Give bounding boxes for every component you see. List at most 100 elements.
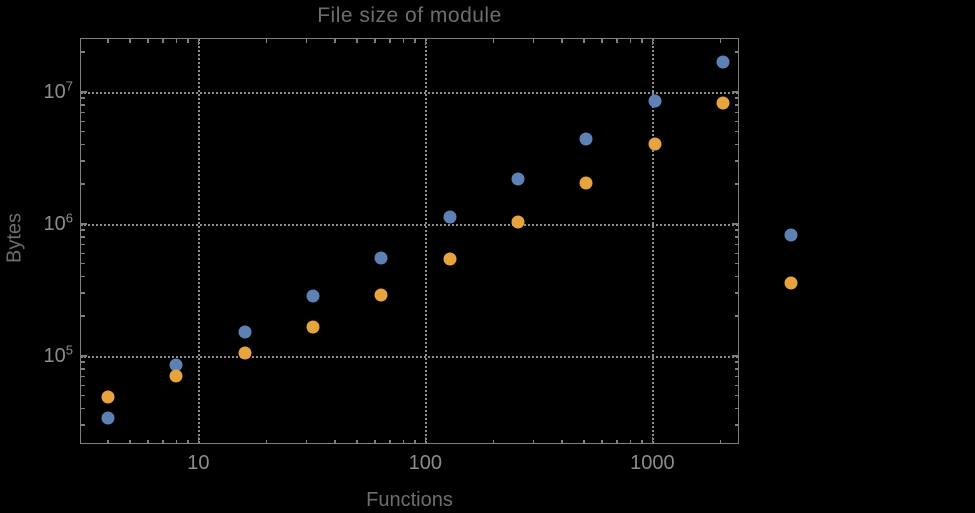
x-tick-mark [719,39,722,43]
y-tick-mark [734,104,738,106]
x-tick-mark [107,439,109,443]
y-tick-mark [81,375,85,378]
y-tick-mark [81,275,85,278]
y-tick-label: 106 [43,211,73,235]
y-tick-mark [81,368,85,370]
y-tick-mark [734,111,738,114]
x-gridline [425,39,428,443]
y-tick-mark [81,361,85,363]
x-tick-mark [629,39,632,43]
chart-title: File size of module [317,4,502,27]
y-tick-label: 105 [44,343,73,366]
x-gridline [652,39,655,443]
y-tick-mark [732,355,738,357]
y-tick-mark [734,375,738,378]
data-point-blue [648,94,662,108]
data-point-blue [579,132,593,146]
y-tick-mark [81,183,85,185]
y-tick-mark [81,51,85,53]
x-tick-mark [651,437,654,443]
data-point-orange [648,137,662,151]
x-tick-mark [147,439,149,443]
data-point-blue [306,289,320,303]
y-tick-mark [81,424,85,426]
data-point-blue [101,411,115,425]
x-tick-mark [641,39,643,43]
y-tick-mark [81,229,85,231]
x-tick-mark [129,439,131,443]
y-tick-mark [81,384,85,386]
x-tick-mark [175,439,178,443]
y-tick-mark [732,91,738,93]
x-tick-mark [265,39,268,43]
x-tick-mark [356,439,358,443]
x-tick-mark [356,39,358,43]
data-point-blue [511,172,525,186]
y-tick-mark [734,262,738,265]
data-point-orange [443,252,457,266]
x-tick-label: 100 [408,452,443,474]
y-tick-mark [734,143,738,146]
x-tick-mark [424,437,427,443]
y-tick-mark [734,243,738,246]
x-tick-mark [197,437,200,443]
x-tick-mark [374,39,376,43]
x-tick-mark [162,439,164,443]
plot-area: 10 100 1000 105 106 107 [44,38,798,473]
x-tick-mark [175,39,178,43]
y-tick-exponent: 7 [65,78,73,94]
data-point-blue [784,228,798,242]
y-tick-mark [81,355,87,357]
x-tick-mark [601,39,603,43]
x-tick-mark [616,39,618,43]
x-tick-mark [601,439,603,443]
y-tick-mark [734,130,738,133]
y-tick-mark [734,97,738,99]
x-tick-mark [107,39,109,43]
y-tick-mark [734,51,738,53]
y-tick-exponent: 5 [65,342,73,358]
y-tick-base: 10 [43,212,66,235]
x-tick-mark [424,39,427,45]
x-tick-label: 1000 [630,452,675,474]
data-point-orange [238,346,252,360]
x-tick-mark [492,439,495,443]
x-tick-mark [305,39,308,43]
y-tick-base: 10 [43,80,66,103]
x-tick-mark [187,39,189,43]
x-tick-mark [719,439,722,443]
y-tick-mark [81,130,85,133]
y-tick-mark [81,120,85,123]
x-tick-mark [389,439,391,443]
y-tick-mark [734,361,738,363]
y-tick-mark [81,252,85,254]
data-point-orange [374,288,388,302]
x-tick-mark [616,439,618,443]
x-tick-mark [629,439,632,443]
y-tick-mark [734,160,738,162]
y-tick-mark [734,424,738,426]
data-point-orange [579,176,593,190]
x-tick-mark [147,39,149,43]
y-tick-mark [734,368,738,370]
y-tick-mark [81,243,85,246]
data-point-orange [306,320,320,334]
y-axis-label: Bytes [3,212,26,264]
y-tick-mark [81,262,85,265]
x-tick-mark [583,439,585,443]
data-point-blue [374,251,388,265]
x-gridline [198,39,201,443]
data-point-blue [238,325,252,339]
y-gridline [81,355,738,358]
data-point-blue [169,358,183,372]
y-tick-mark [734,236,738,238]
x-tick-mark [374,439,376,443]
data-point-orange [169,369,183,383]
x-tick-mark [414,39,416,43]
y-tick-mark [81,91,87,93]
y-tick-mark [734,384,738,386]
y-tick-mark [734,292,738,294]
x-axis-label: Functions [366,489,453,511]
x-tick-mark [402,39,405,43]
